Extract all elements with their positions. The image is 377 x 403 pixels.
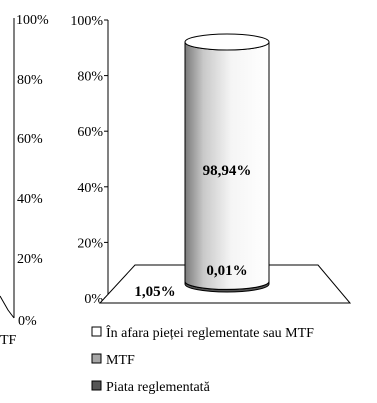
y-tick-label: 80% [77, 70, 103, 85]
legend-swatch-mtf [91, 353, 102, 364]
legend: În afara pieței reglementate sau MTF MTF… [91, 324, 314, 395]
y-tick-label: 20% [77, 236, 103, 251]
y-tick-label: 0% [84, 292, 103, 307]
legend-label-mtf: MTF [106, 353, 135, 368]
left-legend-fragment: TF [0, 333, 17, 348]
y-tick-label: 40% [77, 181, 103, 196]
y-tick-label: 100% [70, 14, 103, 29]
legend-label-piata: Piata reglementată [106, 380, 211, 395]
y-axis-ticks: 0% 20% 40% 60% 80% 100% [70, 14, 108, 307]
data-label-piata: 1,05% [134, 284, 175, 300]
left-tick-80: 80% [17, 73, 43, 88]
left-tick-0: 0% [18, 314, 37, 329]
cylinder-top-cap [184, 33, 270, 51]
legend-swatch-afara [91, 326, 102, 337]
cylinder-bar [184, 33, 270, 293]
legend-swatch-piata [91, 380, 102, 391]
left-tick-40: 40% [17, 192, 43, 207]
left-tick-20: 20% [17, 252, 43, 267]
data-label-mtf: 0,01% [206, 263, 247, 279]
left-tick-60: 60% [17, 132, 43, 147]
left-fragment: 100% 80% 60% 40% 20% 0% TF [0, 13, 49, 348]
left-fragment-floor [0, 295, 15, 319]
data-label-afara: 98,94% [203, 163, 252, 179]
legend-label-afara: În afara pieței reglementate sau MTF [106, 324, 314, 341]
left-tick-100: 100% [16, 13, 49, 28]
y-tick-label: 60% [77, 125, 103, 140]
